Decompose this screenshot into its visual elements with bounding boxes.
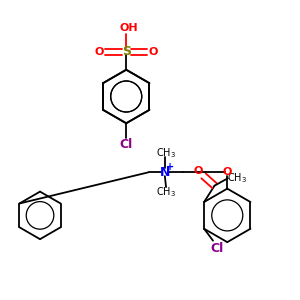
Text: Cl: Cl: [211, 242, 224, 255]
Text: CH$_3$: CH$_3$: [227, 171, 248, 185]
Text: S: S: [122, 45, 131, 58]
Text: CH$_3$: CH$_3$: [156, 146, 176, 160]
Text: CH$_3$: CH$_3$: [156, 185, 176, 199]
Text: O: O: [194, 166, 203, 176]
Text: N: N: [160, 166, 170, 179]
Text: +: +: [166, 162, 174, 172]
Text: O: O: [95, 47, 104, 57]
Text: Cl: Cl: [120, 138, 133, 151]
Text: O: O: [148, 47, 158, 57]
Text: O: O: [223, 167, 232, 177]
Text: OH: OH: [119, 23, 138, 33]
